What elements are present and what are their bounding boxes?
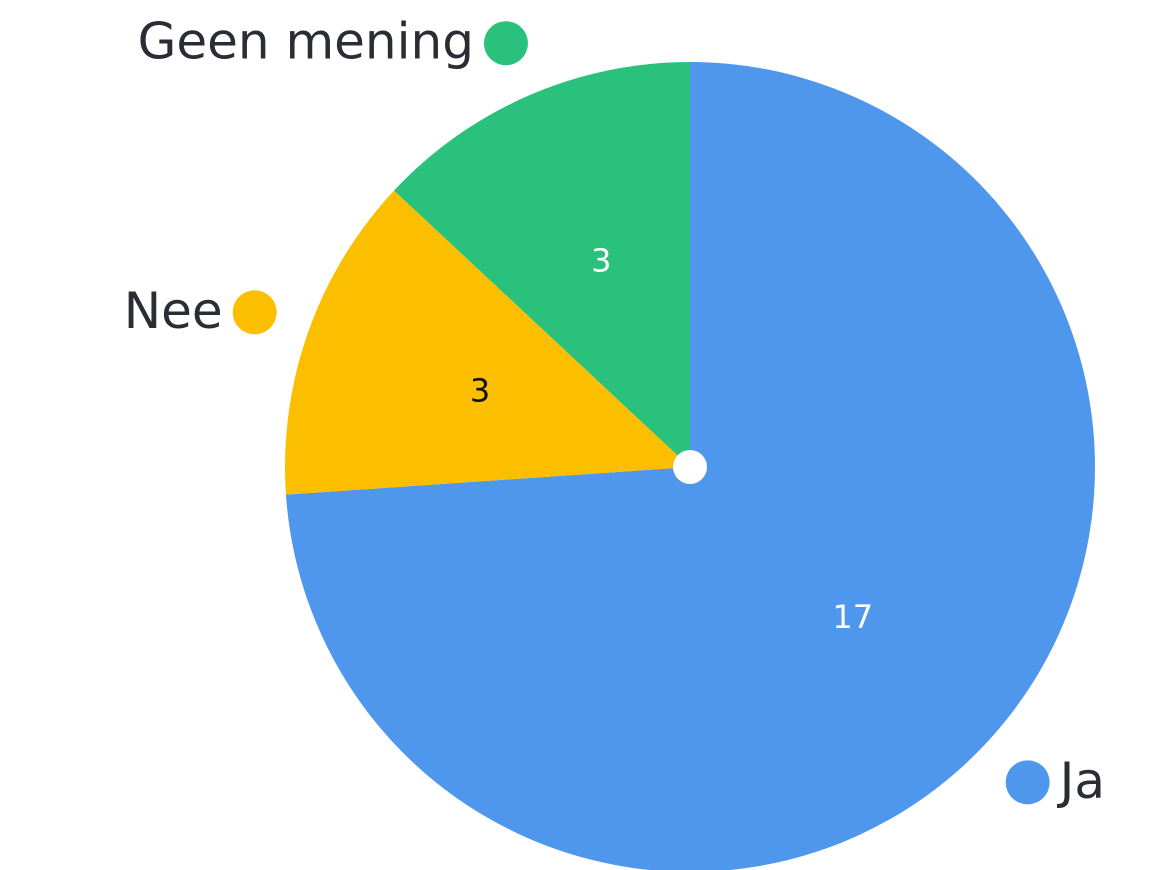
value-label: 3 — [591, 242, 611, 280]
legend-dot — [1005, 760, 1050, 805]
value-label: 17 — [832, 598, 873, 636]
value-label: 3 — [470, 371, 490, 409]
category-label: Ja — [1057, 752, 1105, 810]
legend-dot — [483, 21, 528, 66]
legend-dot — [232, 290, 277, 335]
pie-slice — [394, 62, 690, 467]
category-label: Nee — [124, 282, 223, 340]
center-dot — [673, 450, 707, 484]
pie-slice — [284, 190, 690, 495]
category-label: Geen mening — [138, 13, 474, 71]
